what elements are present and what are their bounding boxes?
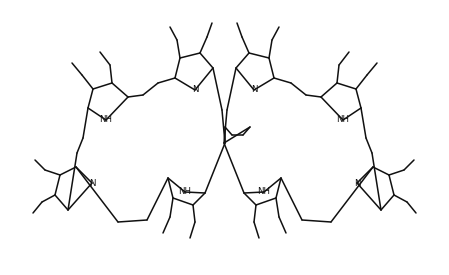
Text: N: N: [354, 178, 360, 188]
Text: NH: NH: [100, 116, 113, 125]
Text: N: N: [89, 178, 95, 188]
Text: NH: NH: [179, 188, 192, 197]
Text: N: N: [251, 86, 257, 95]
Text: NH: NH: [336, 116, 349, 125]
Text: N: N: [192, 86, 198, 95]
Text: NH: NH: [257, 188, 270, 197]
